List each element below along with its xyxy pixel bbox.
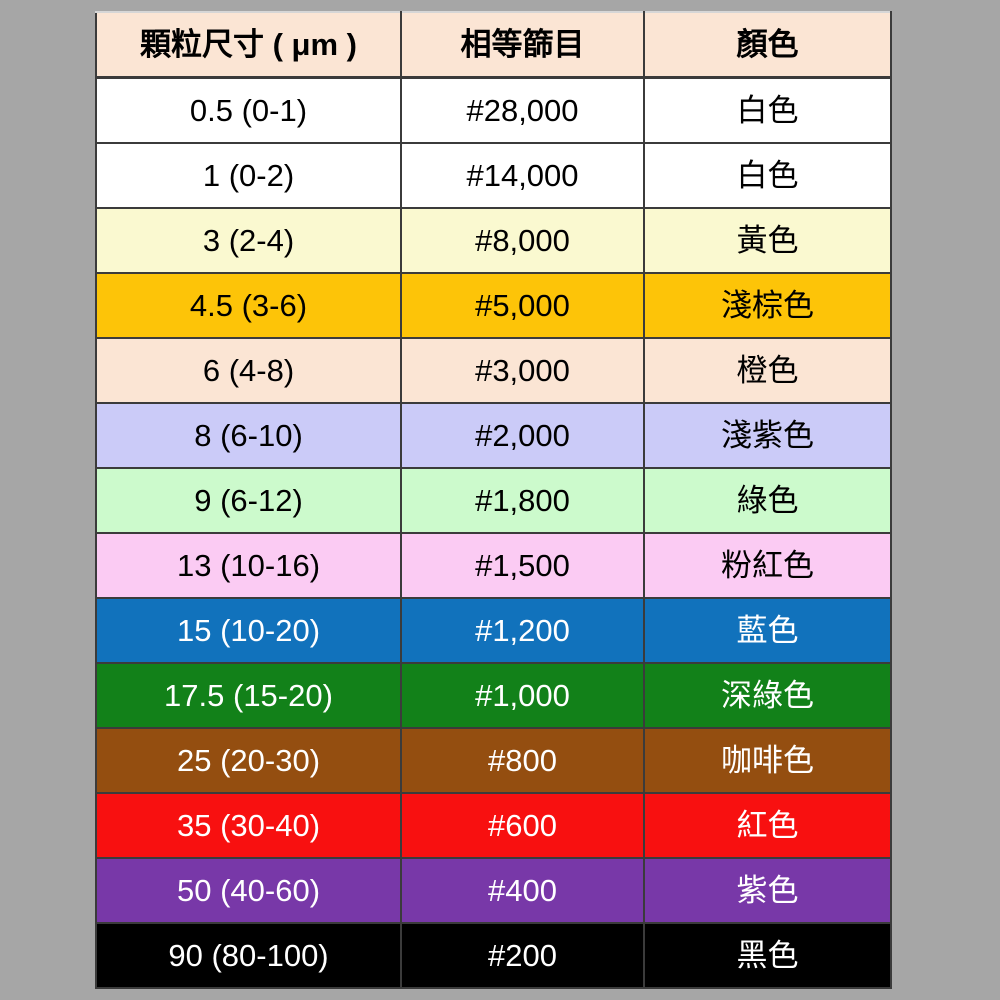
size-cell: 9 (6-12) (95, 467, 402, 534)
color-name-cell: 黑色 (643, 922, 892, 989)
table-row: 15 (10-20) #1,200 藍色 (95, 597, 892, 664)
column-header-particle-size: 顆粒尺寸 ( μm ) (95, 11, 402, 79)
color-name-cell: 白色 (643, 76, 892, 144)
table-row: 13 (10-16) #1,500 粉紅色 (95, 532, 892, 599)
mesh-cell: #28,000 (400, 76, 645, 144)
header-row: 顆粒尺寸 ( μm ) 相等篩目 顏色 (95, 11, 892, 79)
color-name-cell: 藍色 (643, 597, 892, 664)
column-header-color: 顏色 (643, 11, 892, 79)
mesh-cell: #14,000 (400, 142, 645, 209)
mesh-cell: #5,000 (400, 272, 645, 339)
size-cell: 4.5 (3-6) (95, 272, 402, 339)
table-row: 6 (4-8) #3,000 橙色 (95, 337, 892, 404)
size-cell: 17.5 (15-20) (95, 662, 402, 729)
mesh-cell: #1,200 (400, 597, 645, 664)
color-name-cell: 綠色 (643, 467, 892, 534)
table-row: 3 (2-4) #8,000 黃色 (95, 207, 892, 274)
table-row: 17.5 (15-20) #1,000 深綠色 (95, 662, 892, 729)
table-row: 9 (6-12) #1,800 綠色 (95, 467, 892, 534)
color-name-cell: 淺紫色 (643, 402, 892, 469)
table-row: 90 (80-100) #200 黑色 (95, 922, 892, 989)
size-cell: 50 (40-60) (95, 857, 402, 924)
size-cell: 0.5 (0-1) (95, 76, 402, 144)
table-row: 25 (20-30) #800 咖啡色 (95, 727, 892, 794)
size-cell: 6 (4-8) (95, 337, 402, 404)
particle-size-color-table: 顆粒尺寸 ( μm ) 相等篩目 顏色 0.5 (0-1) #28,000 白色 1 … (95, 11, 892, 989)
mesh-cell: #800 (400, 727, 645, 794)
color-name-cell: 黃色 (643, 207, 892, 274)
size-cell: 35 (30-40) (95, 792, 402, 859)
mesh-cell: #400 (400, 857, 645, 924)
mesh-cell: #2,000 (400, 402, 645, 469)
table-row: 50 (40-60) #400 紫色 (95, 857, 892, 924)
size-cell: 3 (2-4) (95, 207, 402, 274)
color-name-cell: 紅色 (643, 792, 892, 859)
column-header-equivalent-mesh: 相等篩目 (400, 11, 645, 79)
mesh-cell: #1,000 (400, 662, 645, 729)
table-row: 1 (0-2) #14,000 白色 (95, 142, 892, 209)
table-row: 35 (30-40) #600 紅色 (95, 792, 892, 859)
color-name-cell: 橙色 (643, 337, 892, 404)
size-cell: 90 (80-100) (95, 922, 402, 989)
color-name-cell: 淺棕色 (643, 272, 892, 339)
table-row: 4.5 (3-6) #5,000 淺棕色 (95, 272, 892, 339)
mesh-cell: #200 (400, 922, 645, 989)
color-name-cell: 粉紅色 (643, 532, 892, 599)
mesh-cell: #8,000 (400, 207, 645, 274)
color-name-cell: 紫色 (643, 857, 892, 924)
size-cell: 8 (6-10) (95, 402, 402, 469)
color-name-cell: 咖啡色 (643, 727, 892, 794)
mesh-cell: #1,800 (400, 467, 645, 534)
mesh-cell: #600 (400, 792, 645, 859)
table-row: 0.5 (0-1) #28,000 白色 (95, 76, 892, 144)
size-cell: 1 (0-2) (95, 142, 402, 209)
mesh-cell: #1,500 (400, 532, 645, 599)
size-cell: 15 (10-20) (95, 597, 402, 664)
size-cell: 25 (20-30) (95, 727, 402, 794)
table-row: 8 (6-10) #2,000 淺紫色 (95, 402, 892, 469)
color-name-cell: 深綠色 (643, 662, 892, 729)
color-name-cell: 白色 (643, 142, 892, 209)
mesh-cell: #3,000 (400, 337, 645, 404)
size-cell: 13 (10-16) (95, 532, 402, 599)
